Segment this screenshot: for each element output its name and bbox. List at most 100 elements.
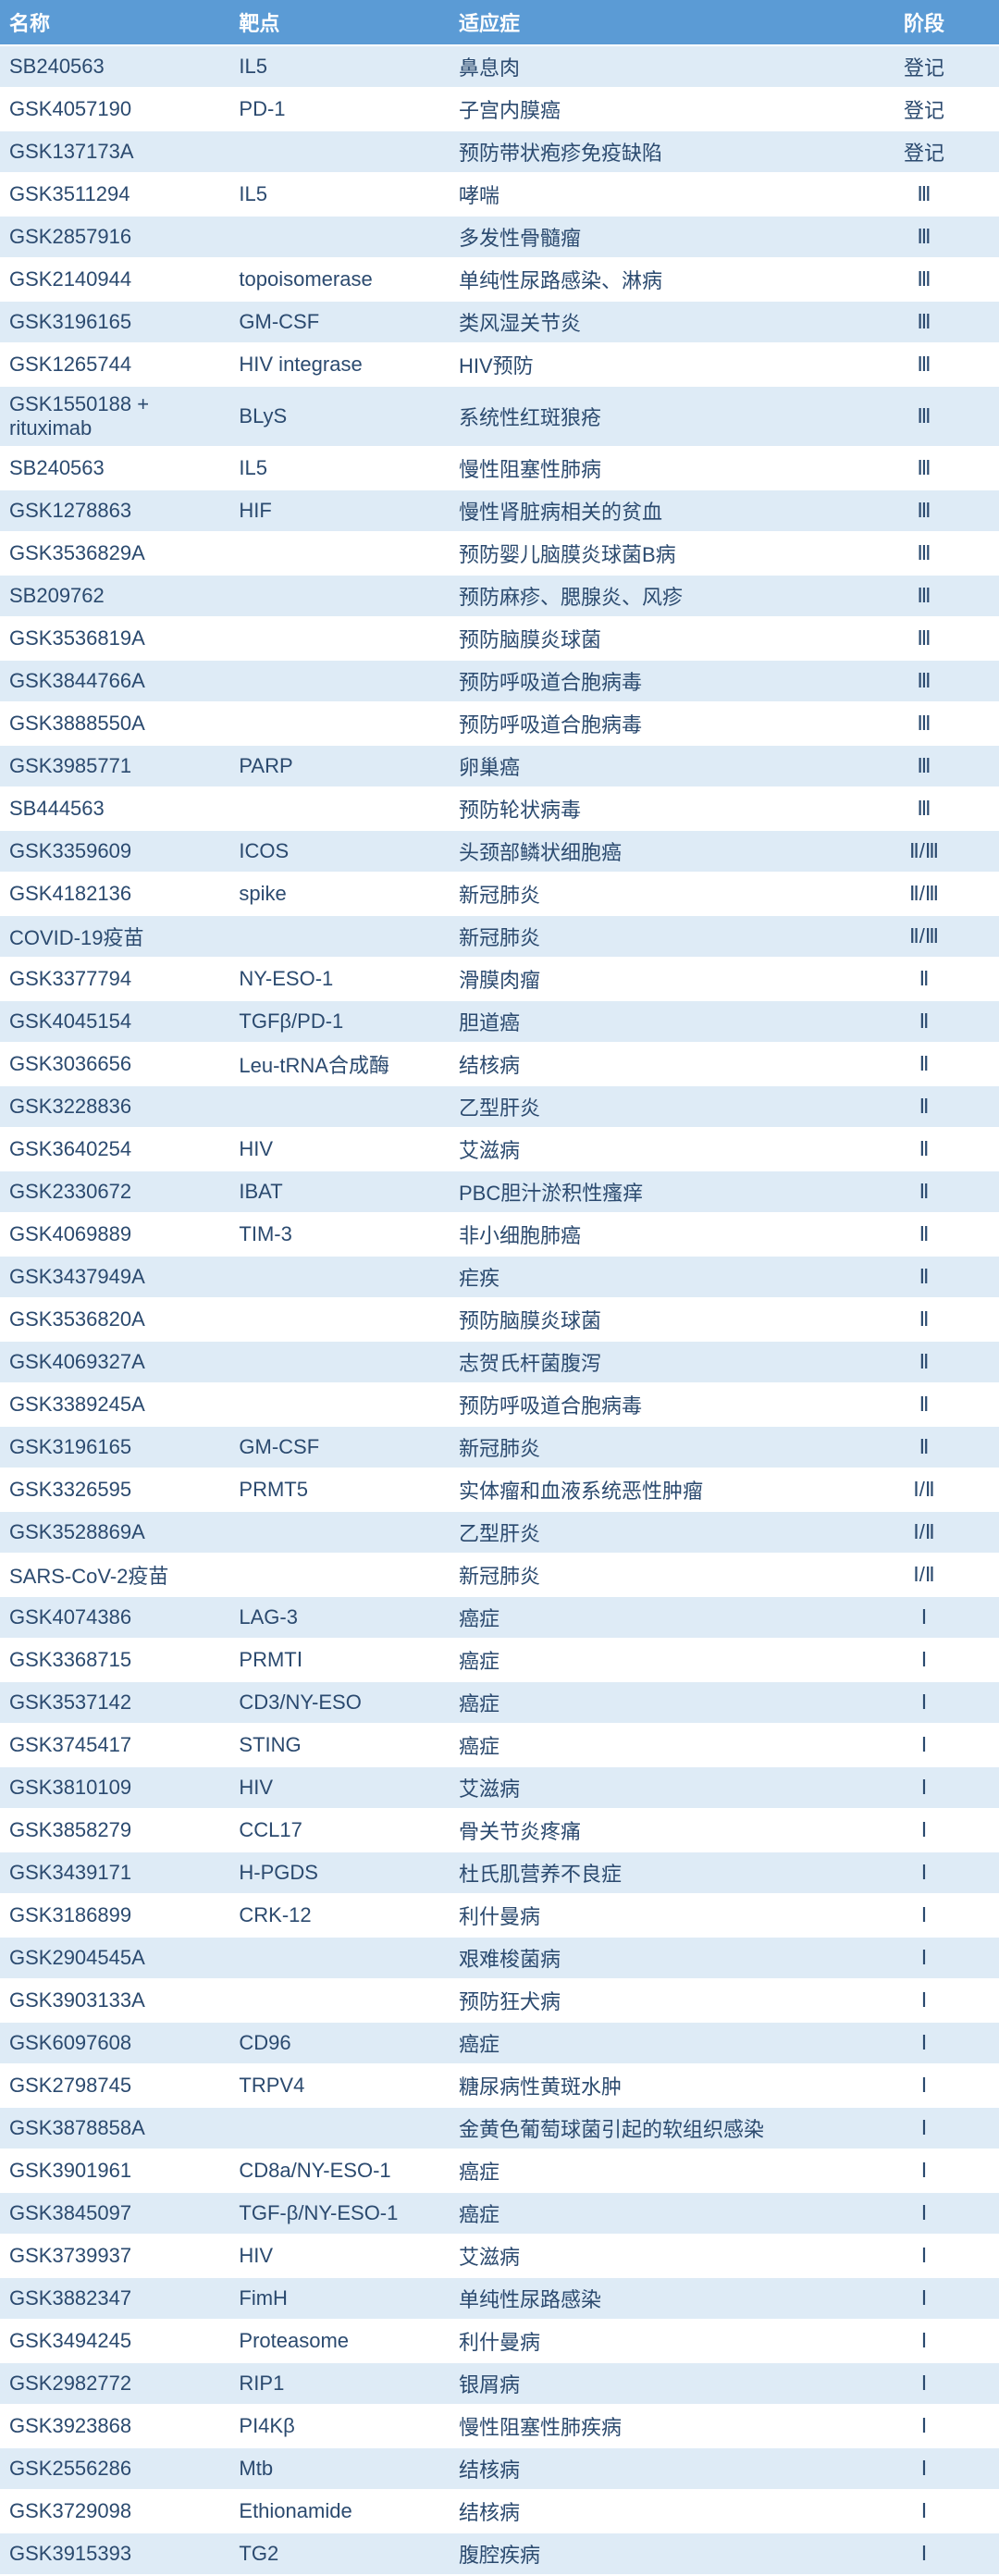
cell-phase: Ⅰ (849, 1724, 999, 1766)
column-header-ind: 适应症 (450, 0, 849, 45)
cell-target: CD8a/NY-ESO-1 (229, 2149, 450, 2192)
cell-target (229, 1085, 450, 1128)
table-row: GSK3437949A疟疾Ⅱ (0, 1256, 999, 1298)
cell-phase: Ⅰ (849, 1596, 999, 1639)
table-row: GSK3745417STING癌症Ⅰ (0, 1724, 999, 1766)
cell-target: NY-ESO-1 (229, 958, 450, 1000)
cell-name: GSK3888550A (0, 702, 229, 745)
cell-phase: Ⅰ/Ⅱ (849, 1511, 999, 1554)
table-row: SB240563IL5慢性阻塞性肺病Ⅲ (0, 447, 999, 489)
cell-name: GSK3377794 (0, 958, 229, 1000)
cell-ind: 预防麻疹、腮腺炎、风疹 (450, 575, 849, 617)
cell-target (229, 702, 450, 745)
cell-name: GSK2140944 (0, 258, 229, 301)
cell-name: GSK3903133A (0, 1979, 229, 2022)
cell-ind: 预防呼吸道合胞病毒 (450, 702, 849, 745)
cell-target: CD3/NY-ESO (229, 1681, 450, 1724)
table-row: GSK1265744HIV integraseHIV预防Ⅲ (0, 343, 999, 386)
table-row: GSK3036656Leu-tRNA合成酶结核病Ⅱ (0, 1043, 999, 1085)
table-row: GSK3196165GM-CSF类风湿关节炎Ⅲ (0, 301, 999, 343)
cell-phase: Ⅱ (849, 958, 999, 1000)
cell-phase: 登记 (849, 130, 999, 173)
cell-ind: 艾滋病 (450, 1128, 849, 1170)
cell-name: GSK1265744 (0, 343, 229, 386)
cell-name: GSK3494245 (0, 2320, 229, 2362)
column-header-phase: 阶段 (849, 0, 999, 45)
cell-ind: 新冠肺炎 (450, 1426, 849, 1468)
cell-name: GSK3844766A (0, 660, 229, 702)
cell-ind: 腹腔疾病 (450, 2533, 849, 2575)
cell-name: GSK2798745 (0, 2064, 229, 2107)
cell-ind: 子宫内膜癌 (450, 88, 849, 130)
table-row: GSK3901961CD8a/NY-ESO-1癌症Ⅰ (0, 2149, 999, 2192)
table-row: GSK2904545A艰难梭菌病Ⅰ (0, 1937, 999, 1979)
cell-target: STING (229, 1724, 450, 1766)
cell-target (229, 1298, 450, 1341)
table-row: GSK3536820A预防脑膜炎球菌Ⅱ (0, 1298, 999, 1341)
table-row: GSK3196165GM-CSF新冠肺炎Ⅱ (0, 1426, 999, 1468)
cell-target: GM-CSF (229, 301, 450, 343)
cell-ind: 慢性阻塞性肺疾病 (450, 2405, 849, 2447)
cell-phase: Ⅰ (849, 2107, 999, 2149)
cell-ind: 新冠肺炎 (450, 873, 849, 915)
cell-name: GSK3186899 (0, 1894, 229, 1937)
cell-phase: Ⅲ (849, 787, 999, 830)
cell-name: GSK3536820A (0, 1298, 229, 1341)
cell-ind: 艾滋病 (450, 2235, 849, 2277)
cell-phase: Ⅰ (849, 2022, 999, 2064)
cell-target: Leu-tRNA合成酶 (229, 1043, 450, 1085)
cell-target (229, 1511, 450, 1554)
cell-name: GSK3882347 (0, 2277, 229, 2320)
cell-target: IL5 (229, 45, 450, 88)
cell-name: GSK1550188 + rituximab (0, 386, 229, 447)
cell-name: GSK3536819A (0, 617, 229, 660)
table-row: GSK3915393TG2腹腔疾病Ⅰ (0, 2533, 999, 2575)
cell-phase: Ⅱ (849, 1000, 999, 1043)
cell-phase: Ⅲ (849, 216, 999, 258)
cell-name: GSK3437949A (0, 1256, 229, 1298)
cell-name: SB444563 (0, 787, 229, 830)
cell-ind: 糖尿病性黄斑水肿 (450, 2064, 849, 2107)
table-row: GSK3985771PARP卵巢癌Ⅲ (0, 745, 999, 787)
cell-phase: Ⅰ (849, 2405, 999, 2447)
cell-phase: Ⅰ (849, 2064, 999, 2107)
cell-target: IL5 (229, 173, 450, 216)
cell-target: TGF-β/NY-ESO-1 (229, 2192, 450, 2235)
cell-phase: Ⅱ/Ⅲ (849, 873, 999, 915)
cell-target: HIV (229, 1128, 450, 1170)
cell-ind: 志贺氏杆菌腹泻 (450, 1341, 849, 1383)
cell-phase: Ⅲ (849, 660, 999, 702)
cell-target: ICOS (229, 830, 450, 873)
cell-target: Ethionamide (229, 2490, 450, 2533)
cell-phase: Ⅰ (849, 1766, 999, 1809)
cell-name: GSK3368715 (0, 1639, 229, 1681)
table-row: GSK3377794NY-ESO-1滑膜肉瘤Ⅱ (0, 958, 999, 1000)
cell-name: GSK4045154 (0, 1000, 229, 1043)
cell-ind: 单纯性尿路感染 (450, 2277, 849, 2320)
cell-phase: Ⅰ (849, 2235, 999, 2277)
cell-phase: Ⅲ (849, 447, 999, 489)
cell-target (229, 1937, 450, 1979)
cell-name: GSK3228836 (0, 1085, 229, 1128)
cell-target: HIF (229, 489, 450, 532)
cell-name: GSK3810109 (0, 1766, 229, 1809)
cell-ind: 癌症 (450, 1596, 849, 1639)
table-row: GSK4045154TGFβ/PD-1胆道癌Ⅱ (0, 1000, 999, 1043)
cell-ind: 利什曼病 (450, 2320, 849, 2362)
cell-name: GSK3923868 (0, 2405, 229, 2447)
cell-target (229, 1383, 450, 1426)
cell-phase: Ⅰ (849, 1979, 999, 2022)
cell-ind: 系统性红斑狼疮 (450, 386, 849, 447)
cell-phase: Ⅲ (849, 745, 999, 787)
cell-target: PARP (229, 745, 450, 787)
cell-phase: Ⅰ (849, 1852, 999, 1894)
cell-ind: 预防带状疱疹免疫缺陷 (450, 130, 849, 173)
table-row: GSK6097608CD96癌症Ⅰ (0, 2022, 999, 2064)
table-row: GSK3810109HIV艾滋病Ⅰ (0, 1766, 999, 1809)
cell-ind: 实体瘤和血液系统恶性肿瘤 (450, 1468, 849, 1511)
cell-target: LAG-3 (229, 1596, 450, 1639)
cell-ind: 类风湿关节炎 (450, 301, 849, 343)
cell-name: GSK3640254 (0, 1128, 229, 1170)
table-header: 名称靶点适应症阶段 (0, 0, 999, 45)
column-header-target: 靶点 (229, 0, 450, 45)
